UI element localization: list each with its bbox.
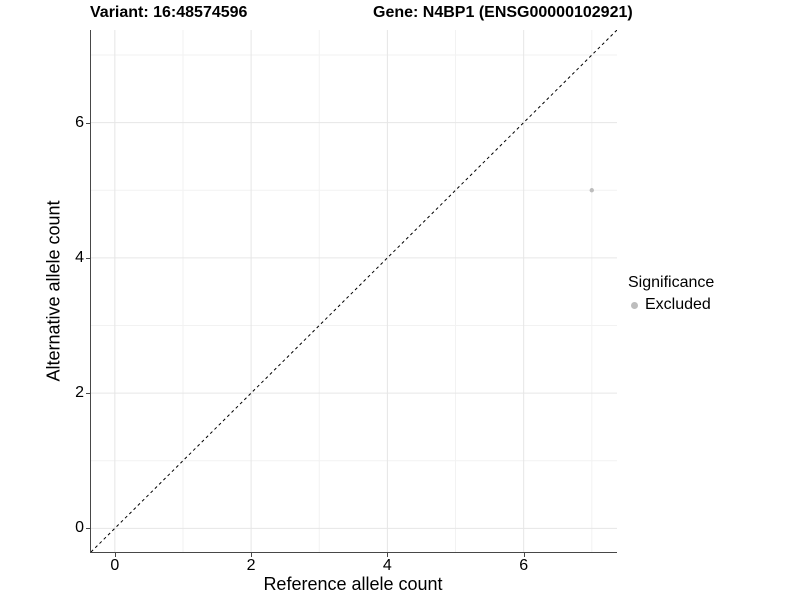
x-tick-label: 4 [382, 557, 392, 574]
plot-canvas [91, 30, 617, 552]
y-tick-mark [86, 122, 90, 124]
y-tick-label: 2 [75, 384, 84, 402]
y-tick-mark [86, 393, 90, 395]
legend-point-icon [631, 301, 638, 309]
legend-entry-label: Excluded [645, 296, 711, 313]
plot-title-gene: Gene: N4BP1 (ENSG00000102921) [373, 4, 633, 21]
x-tick-label: 2 [246, 557, 256, 574]
y-tick-label: 4 [75, 248, 84, 266]
plot-title-variant: Variant: 16:48574596 [90, 4, 248, 21]
y-tick-label: 0 [75, 519, 84, 537]
x-tick-mark [387, 553, 389, 557]
data-point [589, 188, 594, 193]
y-tick-label: 6 [75, 113, 84, 131]
y-tick-mark [86, 528, 90, 530]
legend-title: Significance [628, 274, 715, 291]
x-tick-mark [114, 553, 116, 557]
plot-panel [90, 30, 617, 553]
x-tick-label: 6 [519, 557, 529, 574]
x-tick-mark [523, 553, 525, 557]
x-tick-label: 0 [110, 557, 120, 574]
y-tick-mark [86, 257, 90, 259]
x-tick-mark [251, 553, 253, 557]
legend-entry-excluded: Excluded [628, 295, 714, 315]
legend: Significance Excluded [628, 273, 714, 315]
x-axis-title: Reference allele count [263, 574, 443, 594]
y-axis-title: Alternative allele count [43, 200, 64, 382]
identity-line [91, 30, 617, 552]
